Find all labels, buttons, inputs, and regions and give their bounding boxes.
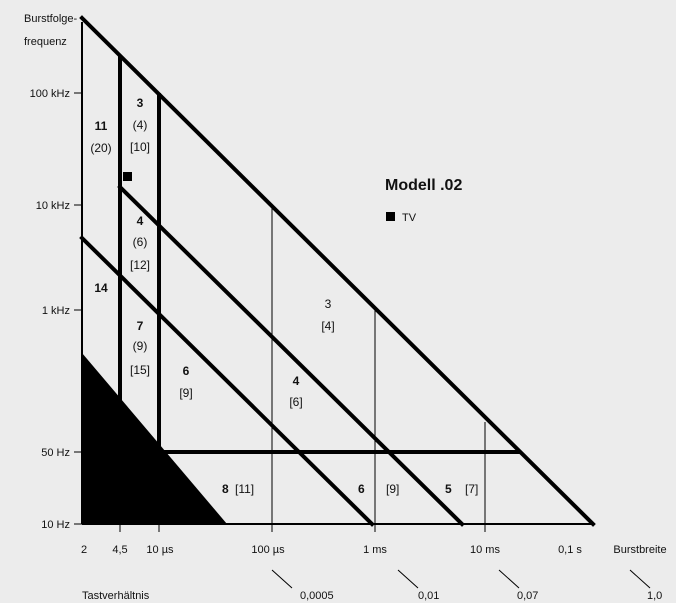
x-tick-label: 1 ms [363, 544, 387, 556]
y-tick-label: 50 Hz [41, 447, 70, 459]
duty-axis-title: Tastverhältnis [82, 590, 150, 602]
region-label: [10] [130, 140, 150, 154]
y-tick-label: 100 kHz [30, 88, 70, 100]
region-label: 14 [94, 281, 108, 295]
duty-marker [397, 569, 419, 589]
x-tick-label: 10 ms [470, 544, 500, 556]
lower-diagonal [79, 235, 375, 527]
region-label: 3 [137, 96, 144, 110]
region-label: [15] [130, 363, 150, 377]
duty-marker [629, 569, 651, 589]
region-label: 11 [95, 119, 108, 133]
duty-marker [271, 569, 293, 589]
y-axis-title-line2: frequenz [24, 36, 67, 48]
region-label: [6] [289, 395, 302, 409]
region-label: 8 [222, 482, 229, 496]
region-label: (6) [133, 235, 148, 249]
region-label: 6 [358, 482, 365, 496]
region-label: 4 [293, 374, 300, 388]
y-tick-label: 10 Hz [41, 519, 70, 531]
x-tick-label: 2 [81, 544, 87, 556]
x-tick-label: 4,5 [112, 544, 127, 556]
legend-tv-marker [386, 212, 395, 221]
y-tick-label: 10 kHz [36, 200, 70, 212]
region-label: (9) [133, 339, 148, 353]
legend-tv-label: TV [402, 212, 417, 224]
x-tick-label: 10 µs [146, 544, 174, 556]
region-label: [4] [321, 319, 334, 333]
region-label: [11] [235, 482, 254, 496]
region-label: 4 [137, 214, 144, 228]
region-label: (20) [90, 141, 111, 155]
legend-title: Modell .02 [385, 177, 462, 194]
duty-marker [498, 569, 520, 589]
region-label: 5 [445, 482, 452, 496]
duty-tick-label: 0,07 [517, 590, 538, 602]
tv-marker [123, 172, 132, 181]
y-tick-label: 1 kHz [42, 305, 70, 317]
region-label: 7 [137, 319, 144, 333]
region-label: [9] [386, 482, 399, 496]
duty-tick-label: 1,0 [647, 590, 662, 602]
region-label: 3 [325, 297, 332, 311]
forbidden-region [82, 353, 227, 524]
region-label: 6 [183, 364, 190, 378]
region-label: [7] [465, 482, 478, 496]
outer-diagonal [79, 15, 596, 527]
x-tick-label: 100 µs [251, 544, 285, 556]
x-tick-label: 0,1 s [558, 544, 582, 556]
x-axis-title: Burstbreite [613, 544, 666, 556]
middle-diagonal [117, 184, 465, 527]
region-label: [12] [130, 258, 150, 272]
region-label: [9] [179, 386, 192, 400]
duty-tick-label: 0,0005 [300, 590, 334, 602]
duty-tick-label: 0,01 [418, 590, 439, 602]
region-label: (4) [133, 118, 148, 132]
y-axis-title-line1: Burstfolge- [24, 13, 78, 25]
